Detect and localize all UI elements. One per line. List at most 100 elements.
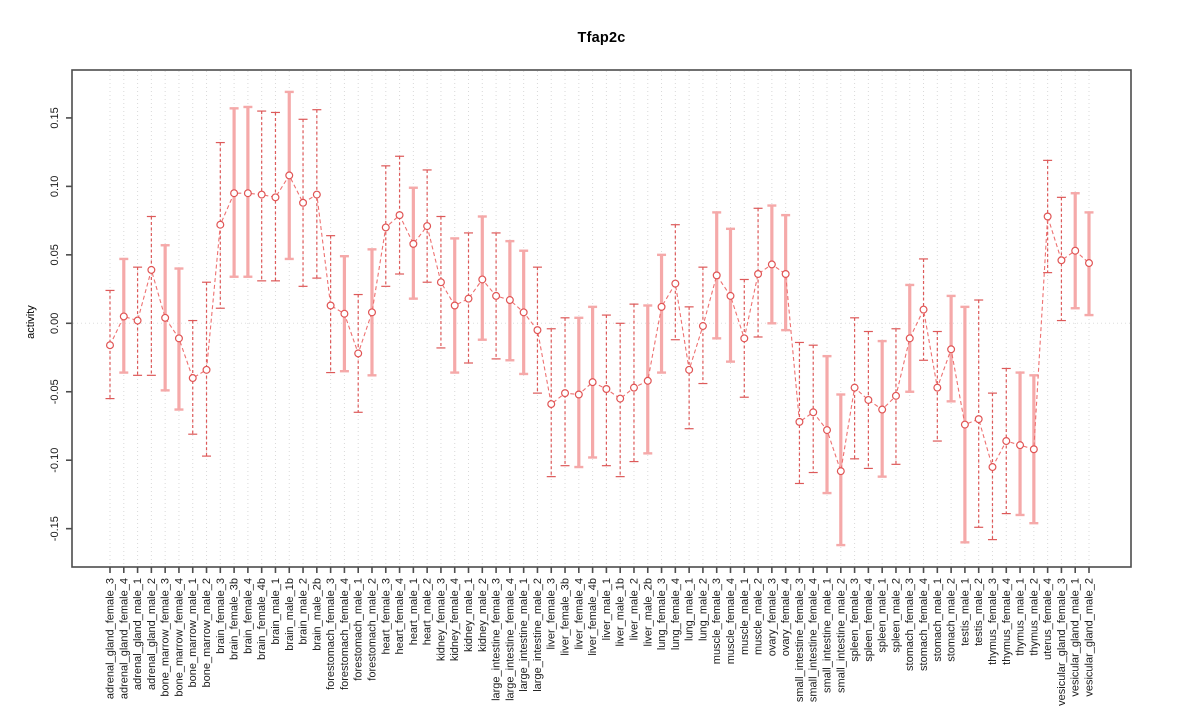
data-point <box>492 291 501 300</box>
x-tick-label: adrenal_gland_female_4 <box>118 578 130 699</box>
data-point <box>505 296 514 305</box>
series-line <box>109 174 1090 472</box>
x-tick-label: stomach_male_1 <box>932 578 944 662</box>
data-point <box>1071 246 1080 255</box>
data-point <box>657 302 666 311</box>
data-point <box>188 374 197 383</box>
x-tick-label: testis_male_1 <box>959 578 971 646</box>
x-tick-label: lung_male_2 <box>697 578 709 641</box>
x-tick-label: bone_marrow_female_4 <box>173 578 185 697</box>
data-point <box>519 308 528 317</box>
data-point <box>643 376 652 385</box>
x-tick-label: adrenal_gland_male_2 <box>146 578 158 690</box>
data-point <box>616 394 625 403</box>
data-point <box>588 378 597 387</box>
data-point <box>698 322 707 331</box>
x-tick-label: brain_male_2 <box>298 578 310 645</box>
data-point <box>988 463 997 472</box>
data-point <box>850 383 859 392</box>
data-point <box>740 334 749 343</box>
x-tick-label: forestomach_female_4 <box>339 578 351 690</box>
data-point <box>795 417 804 426</box>
data-point <box>1016 441 1025 450</box>
data-point <box>864 395 873 404</box>
x-tick-label: kidney_male_1 <box>463 578 475 652</box>
x-tick-label: brain_female_3 <box>215 578 227 654</box>
x-tick-label: liver_female_3 <box>546 578 558 650</box>
x-tick-label: spleen_male_1 <box>877 578 889 653</box>
x-tick-label: lung_male_1 <box>684 578 696 641</box>
x-tick-label: bone_marrow_male_2 <box>201 578 213 687</box>
data-point <box>436 278 445 287</box>
x-tick-label: small_intestine_male_2 <box>835 578 847 693</box>
chart-title: Tfap2c <box>577 30 626 46</box>
x-tick-label: brain_female_3b <box>229 578 241 660</box>
data-point <box>450 301 459 310</box>
data-point <box>602 385 611 394</box>
x-tick-label: vesicular_gland_female_3 <box>1056 578 1068 706</box>
x-tick-label: small_intestine_female_3 <box>794 578 806 702</box>
data-point <box>464 294 473 303</box>
data-point <box>919 305 928 314</box>
x-tick-label: brain_male_1b <box>284 578 296 651</box>
x-tick-label: vesicular_gland_male_2 <box>1084 578 1096 697</box>
x-tick-label: testis_male_2 <box>973 578 985 646</box>
x-tick-label: thymus_male_2 <box>1028 578 1040 656</box>
data-point <box>409 239 418 248</box>
x-tick-label: kidney_male_2 <box>477 578 489 652</box>
x-tick-label: muscle_female_4 <box>725 578 737 664</box>
data-point <box>161 313 170 322</box>
data-point <box>754 270 763 279</box>
data-point <box>367 308 376 317</box>
x-tick-label: brain_female_4b <box>256 578 268 660</box>
x-tick-label: forestomach_male_1 <box>353 578 365 681</box>
x-tick-label: thymus_female_4 <box>1001 578 1013 665</box>
x-tick-label: stomach_male_2 <box>946 578 958 662</box>
x-tick-label: liver_female_3b <box>560 578 572 656</box>
data-point <box>726 291 735 300</box>
data-point <box>1043 212 1052 221</box>
data-point <box>133 316 142 325</box>
x-tick-label: large_intestine_male_2 <box>532 578 544 692</box>
x-tick-label: liver_male_1 <box>601 578 613 640</box>
data-point <box>561 389 570 398</box>
y-tick-label: -0.05 <box>49 379 61 404</box>
data-point <box>1029 445 1038 454</box>
x-tick-label: spleen_female_4 <box>863 578 875 662</box>
data-point <box>878 405 887 414</box>
x-tick-label: brain_male_1 <box>270 578 282 645</box>
x-tick-label: liver_male_2 <box>628 578 640 640</box>
x-tick-label: bone_marrow_female_3 <box>160 578 172 697</box>
data-point <box>299 198 308 207</box>
x-tick-label: thymus_male_1 <box>1015 578 1027 656</box>
x-tick-label: large_intestine_male_1 <box>518 578 530 692</box>
y-tick-label: 0.10 <box>49 176 61 197</box>
x-tick-label: ovary_female_3 <box>766 578 778 656</box>
data-point <box>230 189 239 198</box>
data-point <box>933 383 942 392</box>
x-tick-label: muscle_male_1 <box>739 578 751 655</box>
x-tick-label: muscle_female_3 <box>711 578 723 664</box>
data-point <box>767 260 776 269</box>
x-tick-label: small_intestine_female_4 <box>808 578 820 702</box>
x-tick-label: spleen_female_3 <box>849 578 861 662</box>
x-tick-label: heart_male_2 <box>422 578 434 645</box>
x-tick-label: large_intestine_female_3 <box>491 578 503 701</box>
data-point <box>243 189 252 198</box>
x-tick-label: lung_female_3 <box>656 578 668 650</box>
x-tick-label: bone_marrow_male_1 <box>187 578 199 687</box>
data-point <box>478 275 487 284</box>
data-point <box>381 223 390 232</box>
x-tick-label: heart_male_1 <box>408 578 420 645</box>
data-point <box>423 222 432 231</box>
y-tick-label: -0.15 <box>49 516 61 541</box>
data-point <box>202 365 211 374</box>
x-tick-label: vesicular_gland_male_1 <box>1070 578 1082 697</box>
data-point <box>1084 259 1093 268</box>
data-point <box>547 400 556 409</box>
data-point <box>629 383 638 392</box>
x-tick-label: spleen_male_2 <box>890 578 902 653</box>
data-point <box>685 365 694 374</box>
data-point <box>947 345 956 354</box>
